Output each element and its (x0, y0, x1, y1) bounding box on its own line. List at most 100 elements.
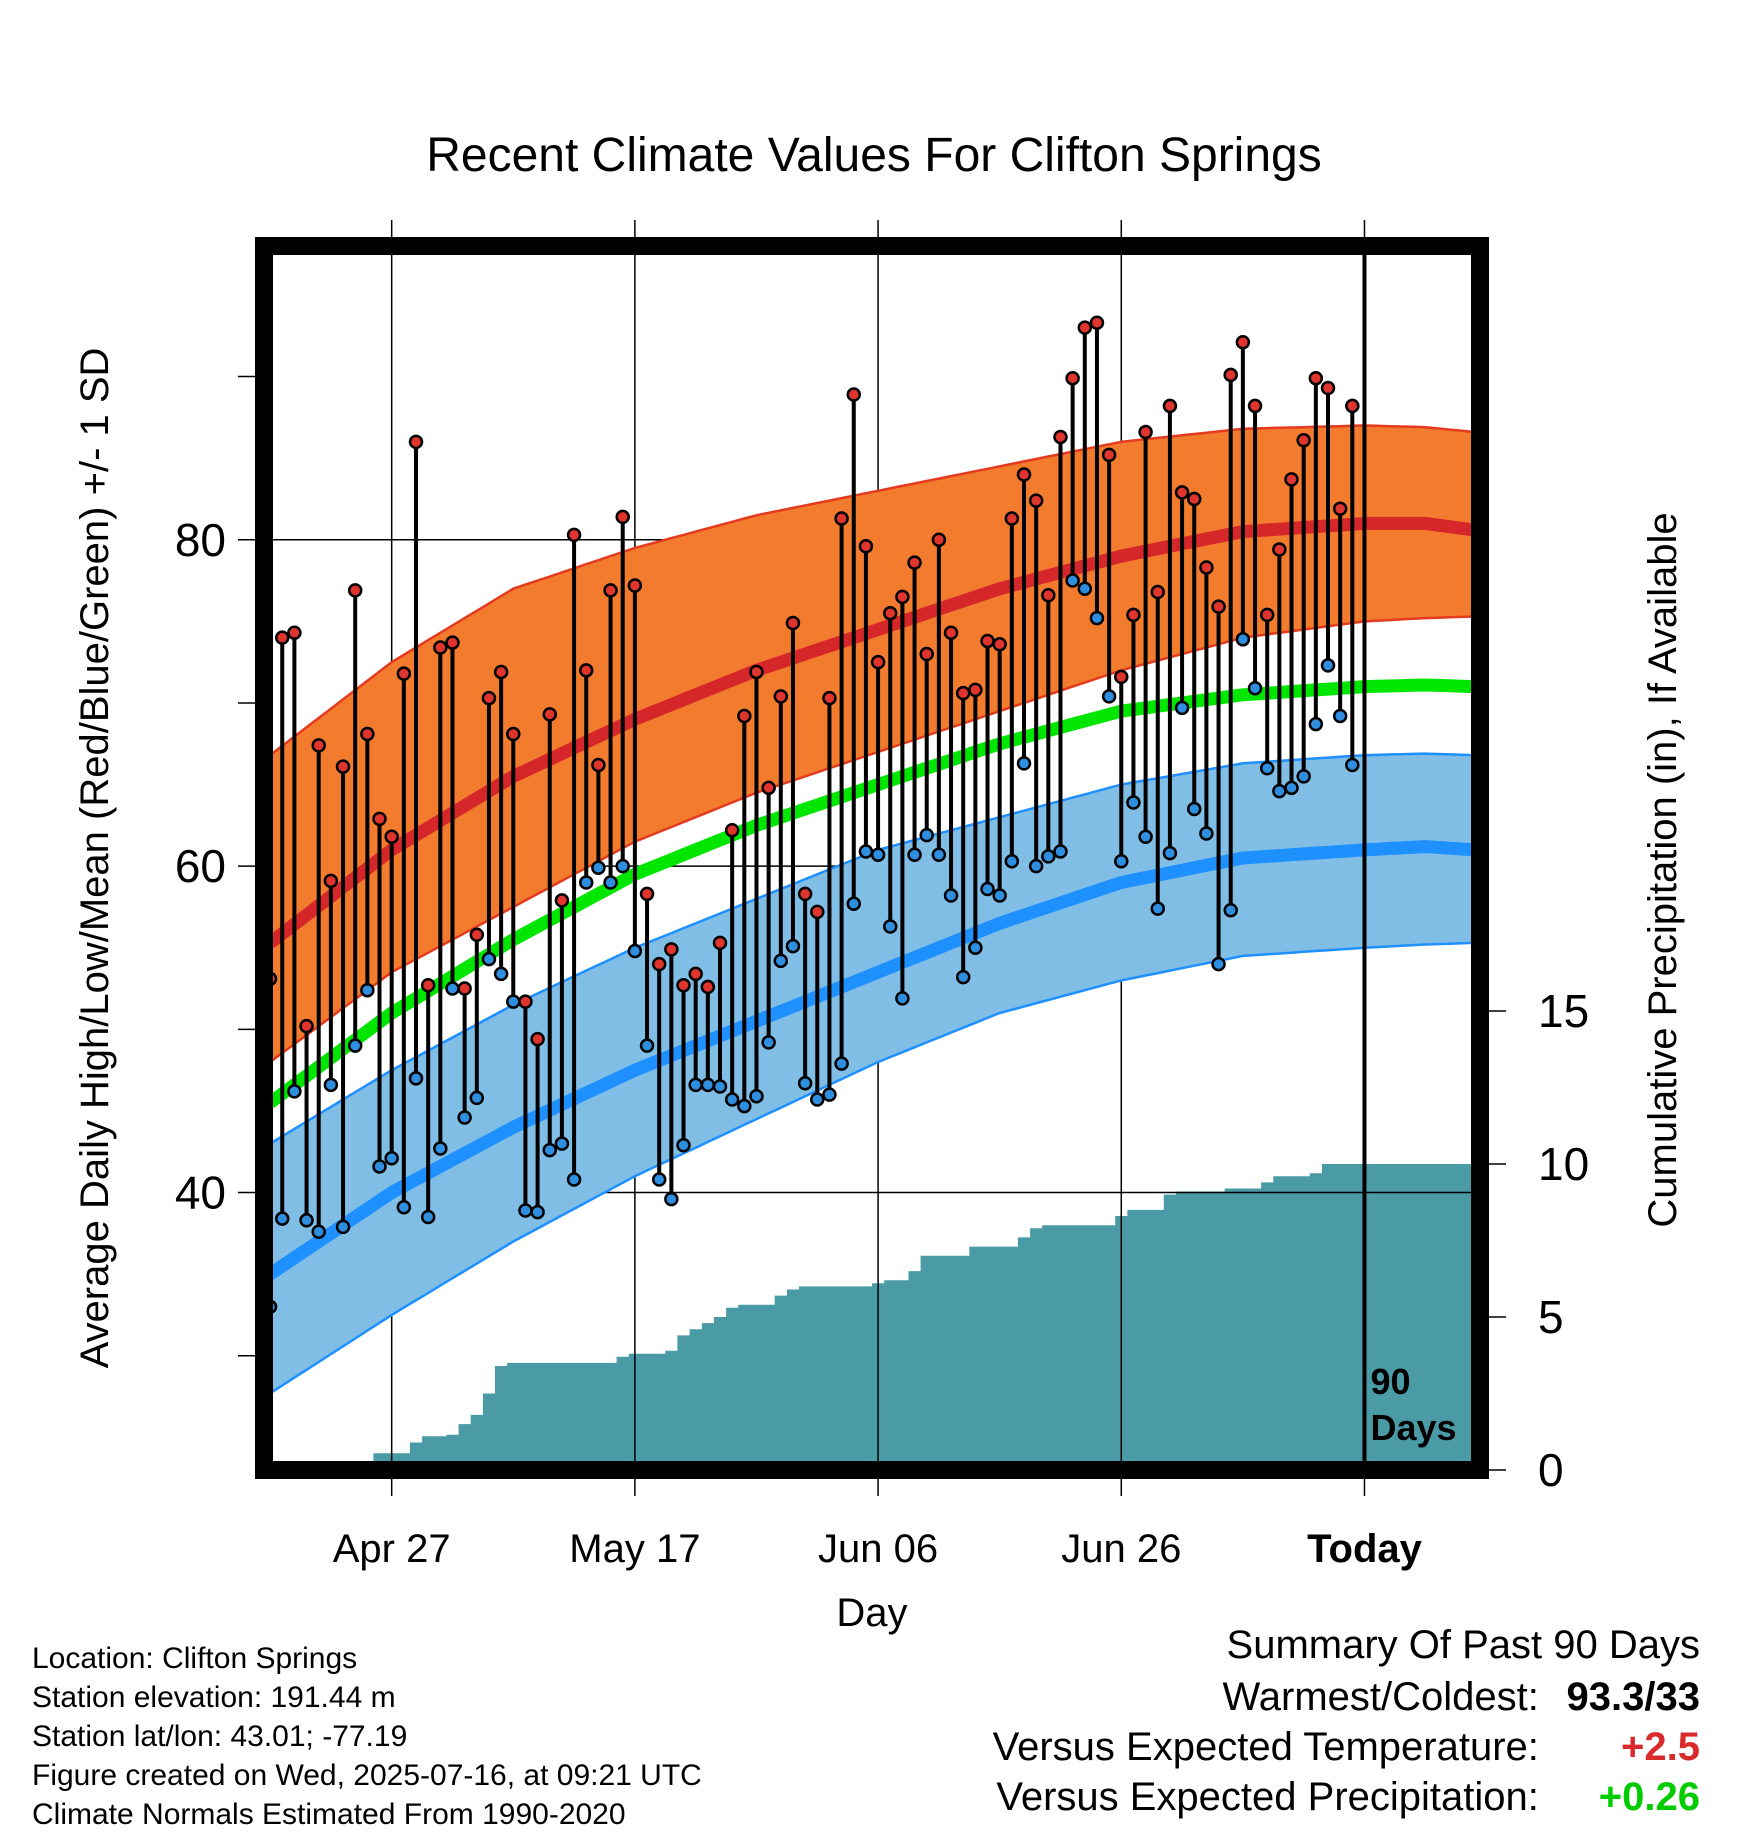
today-days-count: 90 (1370, 1361, 1410, 1402)
daily-low-point (822, 1087, 837, 1102)
latlon-text: Station lat/lon: 43.01; -77.19 (32, 1720, 408, 1753)
daily-low-point (1211, 956, 1226, 972)
daily-low-point (749, 1089, 764, 1104)
daily-high-point (554, 893, 570, 908)
daily-low-point (323, 1077, 339, 1093)
created-text: Figure created on Wed, 2025-07-16, at 09… (32, 1759, 702, 1792)
daily-high-point (299, 1018, 314, 1034)
daily-high-point (408, 434, 424, 450)
daily-low-point (1053, 844, 1068, 859)
daily-high-point (785, 615, 801, 631)
daily-low-point (1077, 581, 1093, 596)
daily-high-point (566, 527, 582, 543)
daily-low-point (445, 981, 460, 996)
daily-high-point (919, 646, 934, 662)
daily-high-point (870, 654, 886, 670)
daily-low-point (1004, 854, 1020, 869)
daily-high-point (810, 904, 825, 920)
daily-high-point (1004, 511, 1020, 526)
daily-high-point (420, 978, 436, 993)
daily-high-point (676, 978, 691, 993)
daily-low-point (858, 844, 874, 859)
daily-low-point (761, 1035, 776, 1050)
daily-high-point (1296, 432, 1311, 448)
daily-high-point (1211, 599, 1226, 614)
daily-high-point (1126, 607, 1141, 623)
daily-low-point (1272, 783, 1287, 799)
today-days-label: Days (1370, 1407, 1456, 1448)
daily-high-point (664, 942, 679, 957)
summary-heading: Summary Of Past 90 Days (1226, 1623, 1700, 1667)
daily-high-point (1284, 472, 1299, 487)
daily-high-point (749, 664, 764, 680)
daily-low-point (968, 940, 983, 956)
daily-low-point (724, 1092, 740, 1107)
daily-high-point (627, 578, 643, 593)
daily-high-point (347, 583, 363, 598)
daily-low-point (433, 1141, 448, 1156)
daily-high-point (372, 811, 387, 827)
daily-high-point (724, 823, 740, 838)
y-right-tick-label: 10 (1538, 1138, 1589, 1190)
daily-high-point (1065, 370, 1080, 386)
daily-high-point (846, 387, 862, 402)
daily-high-point (481, 690, 497, 706)
daily-low-point (943, 888, 959, 903)
y-left-tick-label: 80 (175, 514, 226, 566)
daily-high-point (578, 663, 594, 678)
daily-low-point (347, 1038, 363, 1053)
daily-low-point (785, 938, 801, 954)
low-mean-line (266, 840, 1475, 1280)
daily-low-point (1235, 632, 1251, 647)
daily-high-point (311, 738, 326, 753)
daily-high-point (1272, 542, 1287, 557)
x-tick-label: May 17 (569, 1527, 700, 1571)
daily-low-point (834, 1056, 849, 1071)
high-mean-line (266, 516, 1475, 949)
daily-high-point (433, 640, 448, 655)
daily-low-point (980, 881, 995, 897)
daily-high-point (335, 759, 351, 774)
y-right-tick-label: 15 (1538, 985, 1589, 1037)
cumulative-precip-area (264, 1164, 1480, 1470)
summary-temp: Versus Expected Temperature: +2.5 (993, 1725, 1700, 1770)
daily-low-point (712, 1079, 728, 1094)
daily-high-point (992, 636, 1007, 652)
daily-low-point (287, 1084, 302, 1099)
daily-low-point (773, 953, 789, 969)
daily-high-point (360, 726, 375, 742)
daily-low-point (1089, 610, 1105, 626)
daily-high-point (542, 707, 558, 722)
x-tick-label: Apr 27 (333, 1527, 451, 1571)
daily-low-point (1114, 854, 1129, 869)
daily-high-point (1308, 370, 1324, 386)
daily-high-point (1101, 447, 1117, 463)
daily-low-point (627, 943, 643, 959)
daily-high-point (1186, 491, 1202, 507)
daily-high-point (1345, 398, 1360, 414)
daily-high-point (591, 757, 606, 773)
daily-high-point (943, 625, 959, 641)
daily-low-point (919, 827, 934, 843)
y-left-tick-label: 40 (175, 1167, 226, 1219)
daily-low-point (420, 1209, 436, 1225)
daily-high-point (822, 690, 837, 706)
temp-anomaly-label: Versus Expected Temperature: (992, 1725, 1539, 1769)
daily-low-point (955, 969, 971, 985)
daily-high-point (639, 886, 655, 902)
daily-low-point (1138, 829, 1153, 845)
daily-low-point (1345, 757, 1360, 773)
daily-high-point (1138, 424, 1153, 440)
mean-line (266, 678, 1475, 1109)
daily-high-point (1235, 335, 1251, 350)
daily-low-point (1065, 573, 1080, 588)
daily-high-point (384, 829, 399, 845)
daily-high-point (712, 935, 728, 951)
daily-low-point (651, 1172, 667, 1187)
daily-high-point (700, 979, 716, 995)
daily-high-point (1041, 587, 1056, 603)
daily-low-point (493, 966, 509, 982)
daily-low-point (1284, 780, 1299, 796)
daily-low-point (408, 1071, 424, 1086)
daily-high-point (1089, 315, 1105, 330)
